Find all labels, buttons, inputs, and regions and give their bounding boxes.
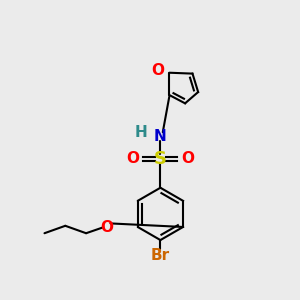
Text: N: N (154, 129, 167, 144)
Text: S: S (154, 150, 167, 168)
Text: O: O (126, 152, 139, 166)
Text: H: H (135, 125, 148, 140)
Text: O: O (100, 220, 113, 235)
Text: O: O (152, 63, 164, 78)
Text: O: O (182, 152, 194, 166)
Text: Br: Br (151, 248, 170, 263)
